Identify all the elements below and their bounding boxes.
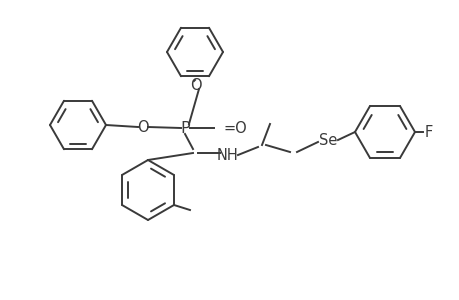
Text: P: P <box>180 121 190 136</box>
Text: O: O <box>137 119 149 134</box>
Text: F: F <box>424 124 432 140</box>
Text: O: O <box>190 77 202 92</box>
Text: NH: NH <box>217 148 238 163</box>
Text: =O: =O <box>224 121 247 136</box>
Text: Se: Se <box>318 133 336 148</box>
